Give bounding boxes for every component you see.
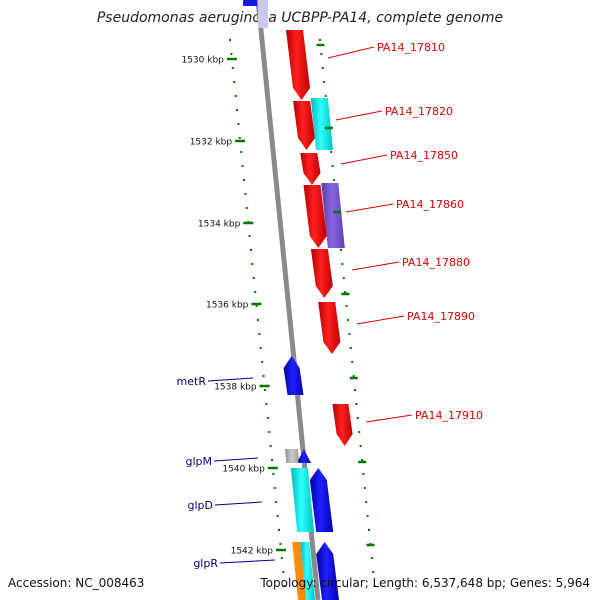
gene-label: metR [177,375,207,388]
gene-label-leader [213,457,259,462]
gene-label: PA14_17860 [396,198,464,211]
gene-arrow [258,0,268,28]
gene-label: PA14_17810 [377,41,445,54]
ruler-tick-label: 1540 kbp [222,465,265,475]
ruler-ticks: 1530 kbp 1532 kbp 1534 kbp 1536 kbp 1538 kbp… [181,43,375,557]
gene-arrow [321,183,345,248]
gene-label: PA14_17880 [402,256,470,269]
gene-label: PA14_17850 [390,149,458,162]
gene-label-leader [219,559,276,564]
genome-title: Pseudomonas aeruginosa UCBPP-PA14, compl… [96,10,504,26]
gene-label-leader [214,501,263,506]
gene-arrow [300,542,315,600]
gene-arrow [309,468,334,532]
gene-arrow [293,101,315,150]
gene-label: PA14_17890 [407,310,475,323]
ruler-tick-label: 1532 kbp [190,138,233,148]
gene-arrow [283,356,304,395]
ruler-tick-label: 1538 kbp [214,383,257,393]
gene-arrow [318,302,341,354]
gene-arrow [292,542,306,600]
gene-arrow [290,468,315,532]
gene-arrow [297,449,312,463]
gene-arrow [316,542,339,600]
gene-arrow [286,30,310,100]
gene-arrow [310,98,333,150]
gene-label-leader [335,110,383,121]
gene-label-leader [327,46,375,59]
gene-label-leader [351,261,400,271]
gene-label-leader [365,414,413,423]
gene-label-leader [345,203,394,213]
topology-text: Topology: circular; Length: 6,537,648 bp… [260,576,590,590]
gene-label-leader [340,154,388,165]
gene-arrow [310,249,333,298]
gene-label: PA14_17820 [385,105,453,118]
gene-label: glpD [188,499,214,512]
ruler-dots-left [229,39,286,587]
gene-arrow [303,185,327,248]
gene-label-leader [207,377,254,382]
gene-label: glpR [193,557,218,570]
gene-label-leader [356,315,405,325]
gene-label: glpM [185,455,212,468]
gene-features [243,0,353,600]
gene-labels: PA14_17810 PA14_17820 PA14_17850 PA14_17860… [177,41,483,570]
ruler-tick-label: 1534 kbp [198,220,241,230]
gene-arrow [243,0,257,6]
ruler-tick-label: 1536 kbp [206,301,249,311]
ruler-tick-label: 1542 kbp [231,547,274,557]
gene-arrow [300,153,321,185]
gene-label: PA14_17910 [415,409,483,422]
gene-arrow [284,449,300,463]
accession-text: Accession: NC_008463 [8,576,145,590]
gene-arrow [332,404,353,446]
ruler-tick-label: 1530 kbp [181,56,224,66]
